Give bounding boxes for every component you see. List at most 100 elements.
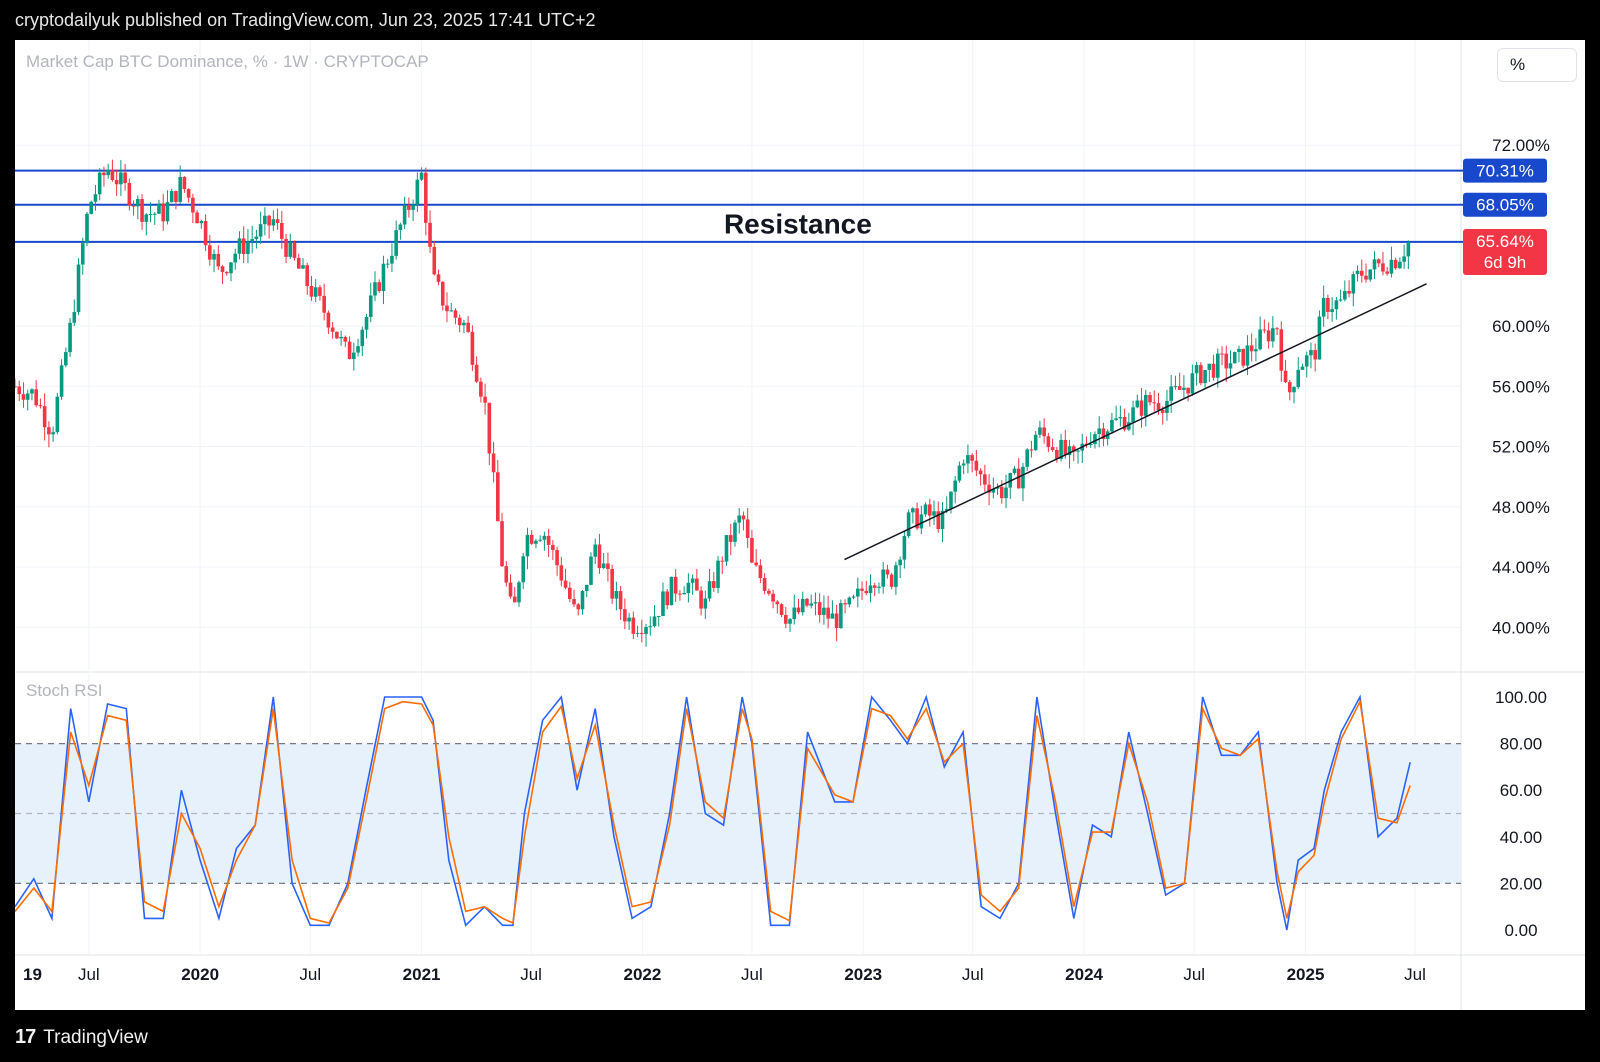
candle-body [233, 253, 238, 263]
candle-body [76, 264, 81, 313]
chart-canvas[interactable]: 19 Jul 2020 Jul 2021 Jul 2022 Jul 2023 Jul 2024 Jul… [15, 40, 1585, 1010]
candle-body [152, 213, 157, 215]
candle-body [915, 508, 919, 529]
x-tick-label: 19 [23, 965, 42, 984]
candle-body [326, 312, 331, 328]
candle-body [436, 274, 441, 282]
candle-body [826, 607, 830, 619]
candle-body [589, 556, 593, 585]
candle-body [678, 593, 682, 595]
candle-body [792, 607, 797, 620]
candle-body [788, 619, 792, 624]
candle-body [508, 582, 513, 597]
candle-body [745, 519, 750, 538]
chart-panel[interactable]: 19 Jul 2020 Jul 2021 Jul 2022 Jul 2023 Jul 2024 Jul… [15, 40, 1585, 1010]
candle-body [1063, 439, 1068, 456]
x-tick-label: 2022 [623, 965, 661, 984]
candle-body [212, 253, 216, 260]
candle-body [496, 472, 500, 522]
level-tag-bg [1463, 192, 1547, 217]
candle-body [288, 242, 293, 257]
candle-body [610, 568, 614, 599]
candle-body [275, 219, 280, 223]
level-tag: 68.05% [1476, 196, 1534, 215]
candle-body [390, 255, 394, 264]
candle-body [551, 544, 555, 551]
candle-body [305, 265, 310, 286]
candle-body [1389, 259, 1394, 274]
candle-body [597, 544, 602, 569]
candle-body [250, 239, 254, 242]
candle-body [906, 512, 911, 537]
candle-body [1359, 270, 1364, 276]
candle-body [1266, 330, 1271, 342]
candle-body [644, 627, 648, 634]
footer-brand[interactable]: 17 TradingView [15, 1026, 148, 1049]
candle-body [601, 563, 606, 569]
x-tick-label: Jul [520, 965, 542, 984]
candle-body [724, 535, 729, 562]
rsi-series [15, 694, 1411, 931]
candle-body [1093, 434, 1097, 444]
candle-body [648, 626, 653, 628]
x-tick-label: 2023 [844, 965, 882, 984]
candle-body [656, 615, 661, 617]
candle-body [593, 544, 598, 557]
candle-body [1351, 274, 1356, 294]
candle-body [580, 591, 585, 610]
candle-body [576, 604, 581, 610]
candle-body [186, 189, 191, 198]
candle-body [728, 535, 733, 542]
rsi-band [15, 742, 1461, 885]
candle-body [1241, 348, 1245, 366]
candle-body [614, 591, 619, 599]
candle-body [911, 508, 915, 513]
candle-body [783, 614, 788, 624]
candle-body [1402, 256, 1406, 262]
candle-body [30, 389, 34, 394]
candle-body [834, 613, 839, 629]
candle-body [445, 305, 449, 312]
candle-body [220, 266, 225, 272]
main-chart-title: Market Cap BTC Dominance, % · 1W · CRYPT… [26, 52, 429, 71]
candle-body [1254, 349, 1258, 352]
candle-body [157, 203, 161, 214]
candle-body [983, 474, 987, 485]
candle-body [737, 515, 742, 523]
candle-body [932, 511, 936, 516]
candle-body [1071, 446, 1076, 452]
candle-body [224, 271, 229, 274]
candle-body [800, 598, 805, 613]
candle-body [462, 322, 466, 326]
rsi-band-fill [15, 743, 1461, 884]
candle-body [754, 562, 758, 566]
candle-body [1097, 428, 1101, 435]
candle-body [1271, 328, 1275, 342]
candle-body [263, 215, 267, 225]
candle-body [17, 386, 22, 395]
candle-body [771, 593, 775, 602]
candle-body [296, 257, 301, 269]
candle-body [474, 364, 479, 382]
candle-body [881, 569, 886, 587]
candle-body [974, 460, 979, 471]
candle-body [182, 176, 187, 190]
y-tick-label: 44.00% [1492, 558, 1550, 577]
candle-body [347, 341, 352, 360]
x-tick-label: 2025 [1287, 965, 1325, 984]
candle-body [627, 617, 631, 622]
x-tick-label: Jul [1183, 965, 1205, 984]
stoch-rsi-title: Stoch RSI [26, 681, 103, 700]
candle-body [690, 578, 695, 583]
candle-body [309, 285, 314, 297]
candle-body [402, 205, 407, 225]
candle-body [957, 465, 962, 481]
candle-body [1296, 369, 1301, 388]
candle-body [1101, 428, 1106, 439]
candle-body [487, 402, 492, 454]
candle-body [1122, 416, 1127, 430]
candle-body [1050, 447, 1055, 450]
unit-toggle-button[interactable]: % [1497, 48, 1577, 82]
candle-body [779, 604, 784, 615]
candle-body [136, 198, 140, 207]
